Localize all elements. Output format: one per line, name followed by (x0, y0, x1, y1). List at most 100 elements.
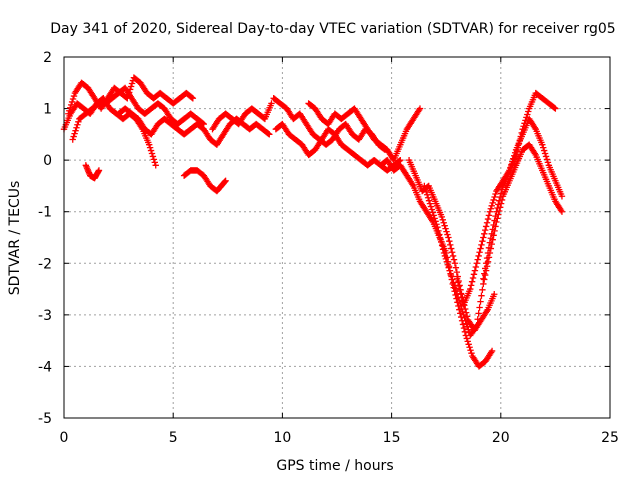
data-point-interp (487, 205, 495, 212)
data-point (473, 321, 480, 329)
data-point-interp (478, 292, 485, 299)
data-point (451, 260, 459, 267)
data-point-interp (433, 221, 440, 228)
data-point-interp (497, 190, 505, 197)
series-arc-c (69, 84, 207, 143)
data-point-interp (531, 124, 539, 131)
data-point-interp (127, 83, 135, 90)
y-tick-label: 0 (43, 153, 52, 169)
data-point-interp (415, 106, 423, 114)
data-point-interp (490, 221, 497, 229)
data-point-interp (459, 308, 466, 316)
chart-title: Day 341 of 2020, Sidereal Day-to-day VTE… (50, 21, 615, 37)
series-arc-j (305, 100, 424, 164)
data-point-interp (498, 186, 506, 193)
data-point-interp (461, 328, 469, 336)
data-point-interp (455, 296, 463, 304)
data-point-interp (446, 237, 453, 245)
x-tick-label: 5 (169, 430, 178, 446)
series-arc-m (421, 141, 566, 339)
data-point-interp (463, 335, 470, 342)
data-point (506, 167, 513, 174)
data-point (473, 260, 480, 267)
data-point-interp (441, 222, 448, 229)
data-point (222, 177, 229, 184)
data-point-interp (540, 144, 547, 151)
data-point-interp (465, 341, 472, 348)
data-point-interp (472, 323, 480, 330)
data-point-interp (485, 244, 493, 252)
data-point-interp (468, 278, 476, 285)
y-axis-label: SDTVAR / TECUs (7, 181, 23, 296)
data-point-interp (449, 252, 457, 260)
data-point (65, 110, 72, 117)
data-point (453, 291, 461, 298)
data-point-interp (470, 271, 478, 278)
series-arc-e (115, 105, 273, 148)
data-point-interp (442, 225, 449, 232)
series-arc-g (209, 100, 275, 133)
data-point-interp (74, 121, 81, 128)
data-point-interp (70, 133, 77, 140)
data-point-interp (542, 153, 550, 160)
data-point-interp (511, 149, 519, 156)
data-point-interp (483, 219, 491, 226)
data-point-interp (71, 130, 78, 137)
data-point (434, 223, 441, 231)
data-point (460, 311, 467, 319)
data-point-interp (424, 194, 432, 201)
data-point-interp (436, 231, 443, 238)
data-point-interp (489, 199, 496, 207)
data-point-interp (188, 94, 196, 101)
data-point-interp (426, 200, 434, 207)
data-point-interp (439, 216, 446, 224)
data-point-interp (523, 114, 530, 121)
data-point (480, 275, 487, 282)
data-point (480, 234, 487, 241)
data-point-interp (508, 161, 515, 168)
y-tick-labels: -5 -4 -3 -2 -1 0 1 2 (38, 50, 52, 427)
data-point-interp (484, 249, 492, 257)
data-point-interp (491, 193, 498, 201)
data-point-interp (146, 144, 154, 151)
series-arc-i (272, 120, 404, 174)
data-point-interp (149, 153, 157, 160)
data-point (416, 105, 424, 112)
data-point-interp (487, 349, 495, 356)
data-point-interp (482, 265, 489, 272)
data-point (552, 105, 559, 112)
data-point-interp (67, 104, 74, 112)
data-point-interp (431, 215, 438, 222)
data-point-interp (483, 307, 490, 315)
data-point-interp (476, 249, 483, 256)
data-point-interp (477, 298, 484, 305)
data-point-interp (482, 271, 489, 279)
y-tick-label: -5 (38, 411, 52, 427)
data-point-interp (454, 279, 462, 286)
axis-ticks (63, 56, 611, 419)
x-tick-label: 10 (273, 430, 291, 446)
data-point-interp (457, 302, 465, 310)
data-point-interp (458, 305, 465, 313)
data-point-interp (482, 260, 490, 267)
x-tick-label: 20 (492, 430, 510, 446)
data-point-interp (540, 147, 548, 154)
data-point (438, 213, 446, 221)
data-point-interp (428, 206, 436, 213)
data-point-interp (438, 238, 445, 246)
data-point-interp (453, 268, 461, 276)
data-point-interp (510, 155, 517, 162)
data-point-interp (465, 326, 472, 333)
y-tick-label: -3 (38, 308, 52, 324)
data-point-interp (444, 231, 451, 238)
data-point-interp (467, 347, 474, 354)
data-point-interp (463, 320, 470, 327)
data-point-interp (543, 156, 551, 163)
data-point-interp (452, 285, 459, 292)
data-point (189, 95, 197, 102)
data-point-interp (492, 212, 499, 220)
x-tick-label: 25 (601, 430, 619, 446)
series-arc-o (480, 115, 566, 282)
data-point-interp (457, 290, 465, 297)
data-point-interp (73, 124, 80, 131)
